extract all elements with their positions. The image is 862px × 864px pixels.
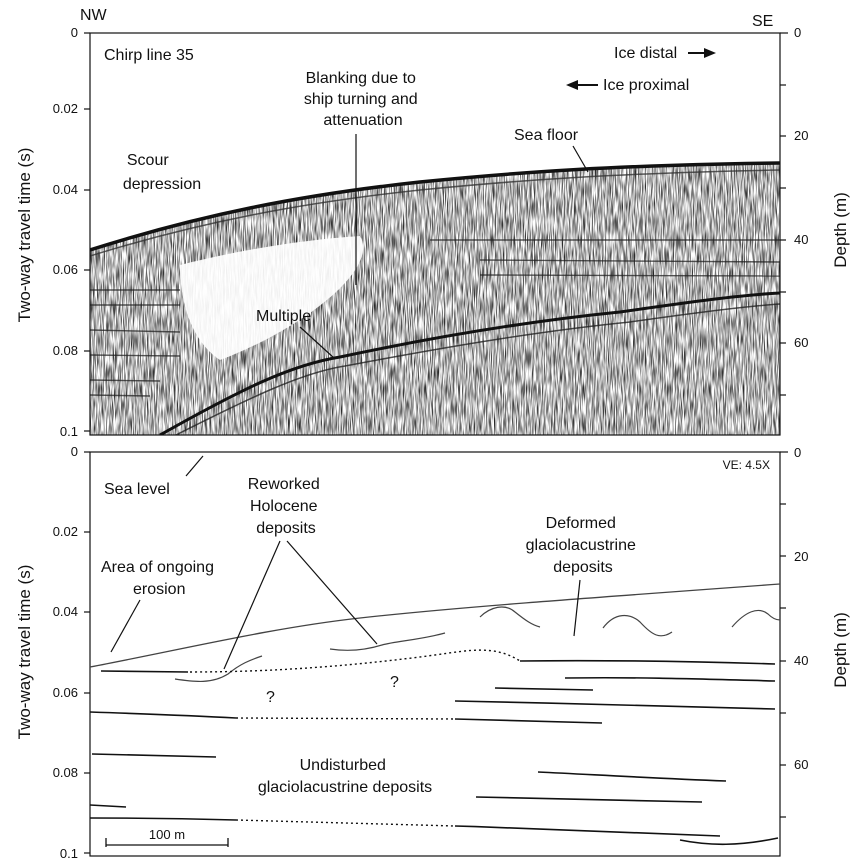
bottom-tick-004: 0.04 xyxy=(53,604,78,619)
bottom-tick-008: 0.08 xyxy=(53,765,78,780)
top-tick-002: 0.02 xyxy=(53,101,78,116)
question-mark-1: ? xyxy=(266,689,275,706)
bottom-depth-40: 40 xyxy=(794,653,808,668)
top-time-axis xyxy=(84,32,90,432)
reflectors xyxy=(89,659,779,846)
deformed-line-1: Deformed xyxy=(546,515,616,532)
top-panel: Chirp line 35 Ice distal Ice proximal Bl… xyxy=(89,32,781,436)
bottom-time-axis xyxy=(84,451,90,854)
top-tick-008: 0.08 xyxy=(53,343,78,358)
ve-label: VE: 4.5X xyxy=(723,458,770,472)
reworked-leader-1 xyxy=(223,540,281,670)
reworked-line-3: deposits xyxy=(256,520,316,537)
ice-distal-label: Ice distal xyxy=(614,45,677,62)
bottom-depth-20: 20 xyxy=(794,549,808,564)
blanking-line-1: Blanking due to xyxy=(306,70,416,87)
chirp-image xyxy=(90,161,780,435)
bottom-tick-0: 0 xyxy=(71,444,78,459)
multiple-label: Multiple xyxy=(256,308,311,325)
deformed-line-2: glaciolacustrine xyxy=(526,537,636,554)
ice-proximal-arrow xyxy=(566,80,598,90)
reworked-lens-2 xyxy=(329,632,446,651)
bottom-y-axis-title: Two-way travel time (s) xyxy=(15,565,34,740)
undisturbed-label: Undisturbed glaciolacustrine deposits xyxy=(258,757,432,796)
bottom-depth-axis xyxy=(780,451,788,818)
bottom-tick-002: 0.02 xyxy=(53,524,78,539)
blanking-line-3: attenuation xyxy=(323,112,402,129)
erosion-line-1: Area of ongoing xyxy=(101,559,214,576)
bottom-depth-axis-title: Depth (m) xyxy=(831,612,850,688)
top-panel-frame xyxy=(89,32,781,436)
reworked-line-1: Reworked xyxy=(248,476,320,493)
ice-proximal-label: Ice proximal xyxy=(603,77,689,94)
blanking-line-2: ship turning and xyxy=(304,91,418,108)
interpreted-sea-floor xyxy=(89,583,781,668)
top-depth-20: 20 xyxy=(794,128,808,143)
top-depth-40: 40 xyxy=(794,232,808,247)
top-depth-axis-title: Depth (m) xyxy=(831,192,850,268)
sea-floor-reflector xyxy=(90,161,780,252)
top-tick-006: 0.06 xyxy=(53,262,78,277)
top-depth-0: 0 xyxy=(794,25,801,40)
top-tick-01: 0.1 xyxy=(60,424,78,439)
erosion-leader xyxy=(110,599,141,653)
bottom-tick-006: 0.06 xyxy=(53,685,78,700)
reworked-leader-2 xyxy=(286,540,378,645)
scour-line-1: Scour xyxy=(127,152,169,169)
nw-label: NW xyxy=(80,7,108,24)
bottom-depth-60: 60 xyxy=(794,757,808,772)
undisturbed-line-1: Undisturbed xyxy=(300,757,386,774)
multiple-leader xyxy=(299,326,335,359)
deformed-wiggle-1 xyxy=(479,606,541,628)
bottom-tick-01: 0.1 xyxy=(60,846,78,861)
reworked-label: Reworked Holocene deposits xyxy=(248,476,324,537)
top-depth-60: 60 xyxy=(794,335,808,350)
question-mark-2: ? xyxy=(390,674,399,691)
top-tick-0: 0 xyxy=(71,25,78,40)
sea-level-leader xyxy=(185,455,204,477)
deformed-wiggle-3 xyxy=(731,609,781,628)
chirp-line-title: Chirp line 35 xyxy=(104,47,194,64)
undisturbed-line-2: glaciolacustrine deposits xyxy=(258,779,432,796)
erosion-label: Area of ongoing erosion xyxy=(101,559,218,598)
reworked-lens-1 xyxy=(174,655,263,682)
sea-level-label: Sea level xyxy=(104,481,170,498)
reworked-line-2: Holocene xyxy=(250,498,318,515)
deformed-leader xyxy=(573,579,581,637)
scale-bar xyxy=(105,838,229,847)
top-depth-axis xyxy=(780,32,788,396)
scour-label: Scour depression xyxy=(123,152,201,193)
se-label: SE xyxy=(752,13,773,30)
blanking-label: Blanking due to ship turning and attenua… xyxy=(304,70,422,129)
scale-bar-label: 100 m xyxy=(149,827,185,842)
top-tick-004: 0.04 xyxy=(53,182,78,197)
deformed-label: Deformed glaciolacustrine deposits xyxy=(526,515,641,576)
sea-floor-leader xyxy=(572,145,589,173)
top-y-axis-title: Two-way travel time (s) xyxy=(15,148,34,323)
bottom-depth-0: 0 xyxy=(794,445,801,460)
deformed-wiggle-2 xyxy=(602,615,673,637)
bottom-panel: VE: 4.5X Sea level xyxy=(89,451,781,857)
uncertain-reflectors xyxy=(189,649,521,827)
bottom-panel-frame xyxy=(89,451,781,857)
multiple-reflector xyxy=(159,291,780,435)
scour-line-2: depression xyxy=(123,176,201,193)
sea-floor-label: Sea floor xyxy=(514,127,579,144)
erosion-line-2: erosion xyxy=(133,581,185,598)
deformed-line-3: deposits xyxy=(553,559,613,576)
ice-distal-arrow xyxy=(688,48,716,58)
